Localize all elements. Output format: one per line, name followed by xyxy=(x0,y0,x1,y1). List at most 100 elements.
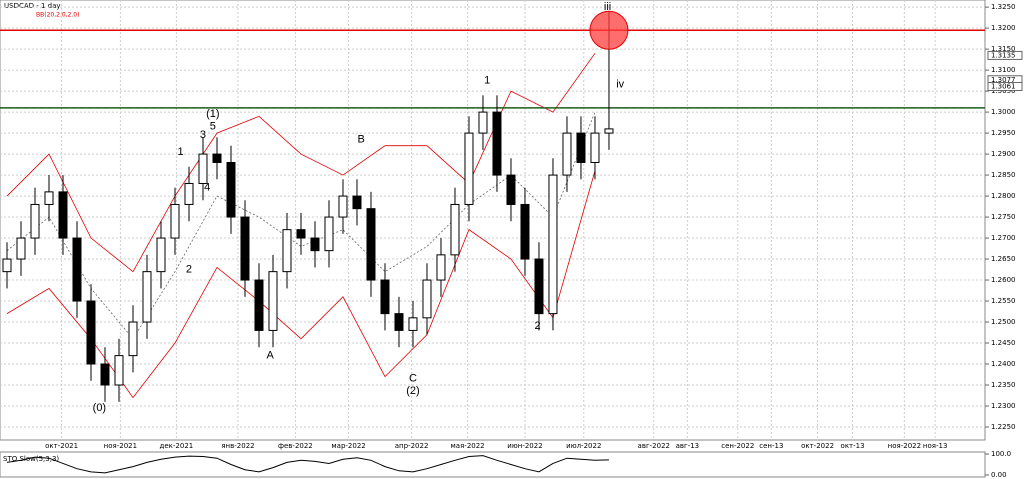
candle-body xyxy=(58,191,68,239)
price-label: 1.3061 xyxy=(991,82,1016,90)
price-label: 1.3077 xyxy=(991,76,1016,84)
y-tick-label: 1.2900 xyxy=(991,150,1016,158)
y-tick-label: 1.2300 xyxy=(991,402,1016,410)
candle-body xyxy=(114,355,124,386)
candle-body xyxy=(576,132,586,163)
price-label-box xyxy=(987,50,1023,60)
y-tick-label: 1.2400 xyxy=(991,360,1016,368)
candle-body xyxy=(604,128,614,134)
candle-body xyxy=(44,191,54,205)
x-tick-label: мая-2022 xyxy=(451,442,485,450)
wave-label: 2 xyxy=(535,320,541,332)
candle-body xyxy=(72,237,82,302)
x-tick-label: авг-2022 xyxy=(638,442,670,450)
wave-label: C xyxy=(409,373,417,385)
y-tick-label: 1.2500 xyxy=(991,318,1016,326)
y-tick-label: 1.2800 xyxy=(991,192,1016,200)
x-tick-label: окт-2022 xyxy=(801,442,834,450)
candle-body xyxy=(142,271,152,323)
candle-body xyxy=(534,258,544,315)
candle-body xyxy=(590,132,600,163)
candle-body xyxy=(86,300,96,365)
wave-label: 4 xyxy=(204,182,210,194)
candle-body xyxy=(464,132,474,205)
y-tick-label: 1.2700 xyxy=(991,234,1016,242)
target-circle xyxy=(589,10,629,50)
wave-label: 2 xyxy=(186,263,192,275)
y-tick-label: 0.00 xyxy=(991,471,1007,479)
wave-label: (1) xyxy=(206,108,219,120)
candle-body xyxy=(380,279,390,315)
x-tick-label: авг-13 xyxy=(676,442,700,450)
candle-body xyxy=(506,174,516,205)
wave-label: 1 xyxy=(484,75,490,87)
y-tick-label: 1.2250 xyxy=(991,423,1016,431)
candle-body xyxy=(548,174,558,315)
wave-label: (2) xyxy=(406,385,419,397)
candle-body xyxy=(310,237,320,252)
candle-body xyxy=(128,321,138,357)
candle-body xyxy=(2,258,12,273)
y-tick-label: 100.0 xyxy=(991,450,1011,458)
y-tick-label: 1.2450 xyxy=(991,339,1016,347)
stoch-title: STO Slow(5,3,3) xyxy=(3,455,59,463)
y-tick-label: 1.3150 xyxy=(991,45,1016,53)
stoch-line xyxy=(6,455,609,474)
stoch-frame xyxy=(0,451,986,478)
x-tick-label: сен-13 xyxy=(759,442,783,450)
chart-title: USDCAD - 1 day xyxy=(4,2,61,10)
wave-label: (0) xyxy=(93,402,106,414)
x-tick-label: дек-2021 xyxy=(160,442,194,450)
y-tick-label: 1.2750 xyxy=(991,213,1016,221)
y-tick-label: 1.3000 xyxy=(991,108,1016,116)
y-tick-label: 1.2950 xyxy=(991,129,1016,137)
y-tick-label: 1.3050 xyxy=(991,87,1016,95)
y-tick-label: 1.2600 xyxy=(991,276,1016,284)
candle-body xyxy=(240,216,250,281)
x-tick-label: мар-2022 xyxy=(331,442,365,450)
candle-body xyxy=(394,313,404,331)
x-tick-label: окт-2021 xyxy=(45,442,78,450)
candle-body xyxy=(450,203,460,256)
wave-label: 1 xyxy=(178,146,184,158)
candle-body xyxy=(30,203,40,239)
candle-body xyxy=(422,279,432,319)
price-label-box xyxy=(987,81,1023,91)
candle-body xyxy=(366,208,376,281)
x-tick-label: ноя-2021 xyxy=(104,442,137,450)
wave-label: 3 xyxy=(200,129,206,141)
wave-label: B xyxy=(358,133,365,145)
y-tick-label: 1.3250 xyxy=(991,3,1016,11)
candle-body xyxy=(226,161,236,218)
x-tick-label: июл-2022 xyxy=(566,442,601,450)
wave-label: iii xyxy=(604,1,611,13)
candle-body xyxy=(562,132,572,176)
indicator-label: BB(20,2.0,2.0) xyxy=(36,12,79,19)
plot-frame xyxy=(0,0,986,441)
candle-body xyxy=(268,271,278,331)
candle-body xyxy=(520,203,530,260)
candle-body xyxy=(478,111,488,134)
candle-body xyxy=(338,195,348,218)
wave-label: A xyxy=(267,350,275,362)
candle-body xyxy=(156,237,166,273)
y-tick-label: 1.2850 xyxy=(991,171,1016,179)
x-tick-label: ноя-2022 xyxy=(888,442,921,450)
candle-body xyxy=(324,216,334,252)
candle-body xyxy=(352,195,362,210)
candle-body xyxy=(184,182,194,205)
candle-body xyxy=(100,363,110,386)
candle-body xyxy=(282,229,292,273)
y-tick-label: 1.2550 xyxy=(991,297,1016,305)
y-tick-label: 1.3100 xyxy=(991,66,1016,74)
candle-body xyxy=(16,237,26,260)
y-tick-label: 1.2650 xyxy=(991,255,1016,263)
wave-label: 5 xyxy=(210,121,216,133)
x-tick-label: июн-2022 xyxy=(507,442,542,450)
candle-body xyxy=(492,111,502,176)
x-tick-label: ноя-13 xyxy=(923,442,948,450)
candle-body xyxy=(254,279,264,331)
x-tick-label: сен-2022 xyxy=(721,442,754,450)
candle-body xyxy=(296,229,306,239)
